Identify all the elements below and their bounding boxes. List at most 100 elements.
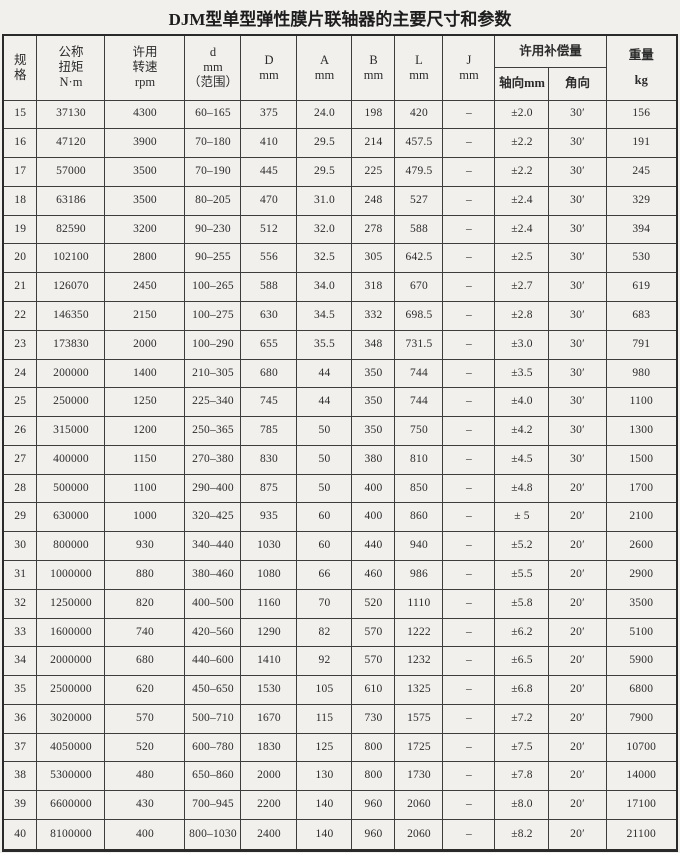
table-row: 35 2500000 620 450–650 1530 105 610 1325– ±6.8 20…	[2, 675, 678, 705]
cell-spec: 35	[2, 675, 38, 705]
cell-d-range: 270–380	[184, 444, 242, 475]
cell-B: 350	[351, 387, 396, 418]
cell-axial: ±4.5	[494, 444, 550, 475]
col-header-D: D mm	[240, 34, 298, 101]
cell-B: 350	[351, 416, 396, 446]
cell-speed: 620	[104, 675, 186, 705]
table-row: 21 126070 2450 100–265 588 34.0 318 670– ±2.7 30′…	[2, 272, 678, 302]
cell-J: –	[442, 387, 496, 418]
cell-weight: 191	[605, 128, 678, 159]
cell-B: 440	[351, 531, 396, 561]
cell-spec: 38	[2, 761, 38, 792]
cell-axial: ±8.2	[494, 819, 550, 851]
cell-angular: 30′	[548, 444, 607, 475]
cell-A: 50	[296, 416, 353, 446]
cell-weight: 791	[605, 329, 678, 360]
col-header-axial: 轴向mm	[494, 66, 550, 101]
cell-speed: 3200	[104, 214, 186, 245]
cell-B: 318	[351, 272, 396, 302]
cell-angular: 20′	[548, 790, 607, 821]
cell-axial: ±2.2	[494, 128, 550, 159]
cell-d-range: 450–650	[184, 675, 242, 705]
cell-d-range: 60–165	[184, 99, 242, 130]
cell-A: 32.5	[296, 243, 353, 274]
cell-d-range: 70–190	[184, 157, 242, 187]
cell-J: –	[442, 272, 496, 302]
cell-axial: ±4.2	[494, 416, 550, 446]
cell-d-range: 100–290	[184, 329, 242, 360]
cell-L: 1325	[394, 675, 444, 705]
cell-J: –	[442, 444, 496, 475]
cell-B: 610	[351, 675, 396, 705]
cell-A: 140	[296, 819, 353, 851]
table-row: 32 1250000 820 400–500 1160 70 520 1110– ±5.8 20′…	[2, 588, 678, 619]
cell-spec: 27	[2, 444, 38, 475]
table-row: 26 315000 1200 250–365 785 50 350 750– ±4.2 30′ 13…	[2, 416, 678, 446]
cell-D: 830	[240, 444, 298, 475]
cell-angular: 30′	[548, 157, 607, 187]
cell-spec: 22	[2, 300, 38, 331]
cell-J: –	[442, 703, 496, 734]
cell-A: 24.0	[296, 99, 353, 130]
cell-D: 410	[240, 128, 298, 159]
cell-weight: 329	[605, 185, 678, 216]
cell-axial: ±3.0	[494, 329, 550, 360]
cell-D: 1080	[240, 560, 298, 590]
col-header-torque: 公称 扭矩 N·m	[36, 34, 106, 101]
cell-L: 698.5	[394, 300, 444, 331]
cell-A: 92	[296, 646, 353, 677]
cell-D: 655	[240, 329, 298, 360]
cell-torque: 2500000	[36, 675, 106, 705]
cell-speed: 2450	[104, 272, 186, 302]
cell-torque: 630000	[36, 502, 106, 533]
cell-speed: 820	[104, 588, 186, 619]
cell-L: 420	[394, 99, 444, 130]
cell-speed: 740	[104, 617, 186, 648]
cell-D: 470	[240, 185, 298, 216]
table-row: 23 173830 2000 100–290 655 35.5 348 731.5– ±3.0 3…	[2, 329, 678, 360]
cell-d-range: 70–180	[184, 128, 242, 159]
cell-angular: 30′	[548, 300, 607, 331]
cell-J: –	[442, 617, 496, 648]
cell-torque: 82590	[36, 214, 106, 245]
table-row: 27 400000 1150 270–380 830 50 380 810– ±4.5 30′ 15…	[2, 444, 678, 475]
cell-angular: 20′	[548, 560, 607, 590]
cell-J: –	[442, 99, 496, 130]
cell-speed: 1000	[104, 502, 186, 533]
cell-d-range: 290–400	[184, 473, 242, 504]
cell-weight: 7900	[605, 703, 678, 734]
cell-weight: 3500	[605, 588, 678, 619]
cell-A: 32.0	[296, 214, 353, 245]
cell-weight: 14000	[605, 761, 678, 792]
cell-B: 305	[351, 243, 396, 274]
cell-axial: ± 5	[494, 502, 550, 533]
cell-J: –	[442, 761, 496, 792]
cell-d-range: 320–425	[184, 502, 242, 533]
cell-D: 375	[240, 99, 298, 130]
cell-weight: 683	[605, 300, 678, 331]
cell-L: 1725	[394, 732, 444, 763]
cell-D: 875	[240, 473, 298, 504]
cell-speed: 3900	[104, 128, 186, 159]
cell-spec: 24	[2, 358, 38, 389]
cell-D: 1160	[240, 588, 298, 619]
cell-angular: 20′	[548, 646, 607, 677]
table-row: 15 37130 4300 60–165 375 24.0 198 420– ±2.0 30′ 15…	[2, 99, 678, 130]
cell-d-range: 420–560	[184, 617, 242, 648]
cell-d-range: 600–780	[184, 732, 242, 763]
cell-axial: ±2.8	[494, 300, 550, 331]
cell-speed: 1150	[104, 444, 186, 475]
cell-J: –	[442, 473, 496, 504]
table-row: 38 5300000 480 650–860 2000 130 800 1730– ±7.8 20…	[2, 761, 678, 792]
cell-axial: ±7.8	[494, 761, 550, 792]
cell-B: 214	[351, 128, 396, 159]
table-row: 16 47120 3900 70–180 410 29.5 214 457.5– ±2.2 30′…	[2, 128, 678, 159]
cell-B: 400	[351, 502, 396, 533]
cell-speed: 2150	[104, 300, 186, 331]
cell-spec: 23	[2, 329, 38, 360]
cell-L: 986	[394, 560, 444, 590]
cell-axial: ±8.0	[494, 790, 550, 821]
cell-spec: 16	[2, 128, 38, 159]
cell-torque: 57000	[36, 157, 106, 187]
cell-A: 44	[296, 387, 353, 418]
